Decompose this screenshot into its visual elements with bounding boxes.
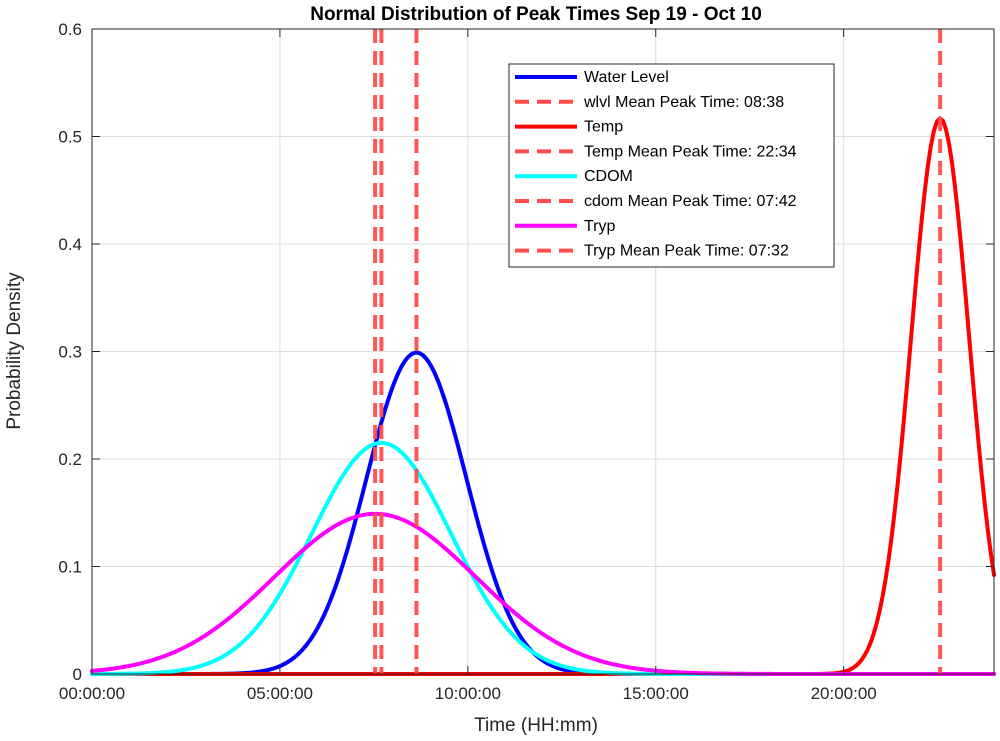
x-tick-label: 20:00:00 [811,684,877,703]
legend-item: Tryp Mean Peak Time: 07:32 [515,243,789,260]
legend-item: Temp Mean Peak Time: 22:34 [515,143,797,160]
legend-item: CDOM [515,168,633,185]
y-tick-label: 0.3 [58,343,82,362]
legend-box [508,63,835,268]
y-tick-label: 0.1 [58,558,82,577]
legend-label: Temp [584,119,623,136]
legend-item: wlvl Mean Peak Time: 08:38 [515,94,784,111]
x-tick-label: 15:00:00 [623,684,689,703]
legend: Water Level wlvl Mean Peak Time: 08:38 Tem… [508,63,835,268]
y-tick-label: 0.2 [58,450,82,469]
legend-label: wlvl Mean Peak Time: 08:38 [583,94,784,111]
legend-item: cdom Mean Peak Time: 07:42 [515,193,797,210]
legend-label: Water Level [584,69,669,86]
legend-items: Water Level wlvl Mean Peak Time: 08:38 Tem… [515,69,797,260]
legend-item: Water Level [515,69,669,86]
y-tick-label: 0.6 [58,20,82,39]
tick-labels: 00:00:00 05:00:00 10:00:00 15:00:00 20:00:00… [58,20,876,703]
x-tick-label: 10:00:00 [435,684,501,703]
legend-label: Tryp Mean Peak Time: 07:32 [584,243,789,260]
x-tick-label: 00:00:00 [59,684,125,703]
legend-label: Temp Mean Peak Time: 22:34 [584,143,797,160]
y-tick-label: 0.4 [58,235,82,254]
y-axis-title: Probability Density [4,272,25,430]
legend-label: CDOM [584,168,633,185]
mean-line-layer [373,29,943,674]
legend-label: cdom Mean Peak Time: 07:42 [584,193,797,210]
chart-title: Normal Distribution of Peak Times Sep 19… [310,4,762,25]
y-tick-label: 0.5 [58,128,82,147]
y-tick-label: 0 [73,665,82,684]
legend-label: Tryp [584,218,616,235]
legend-item: Tryp [515,218,616,235]
x-axis-title: Time (HH:mm) [474,715,598,736]
x-tick-label: 05:00:00 [247,684,313,703]
legend-item: Temp [515,119,623,136]
ticks [91,28,994,675]
